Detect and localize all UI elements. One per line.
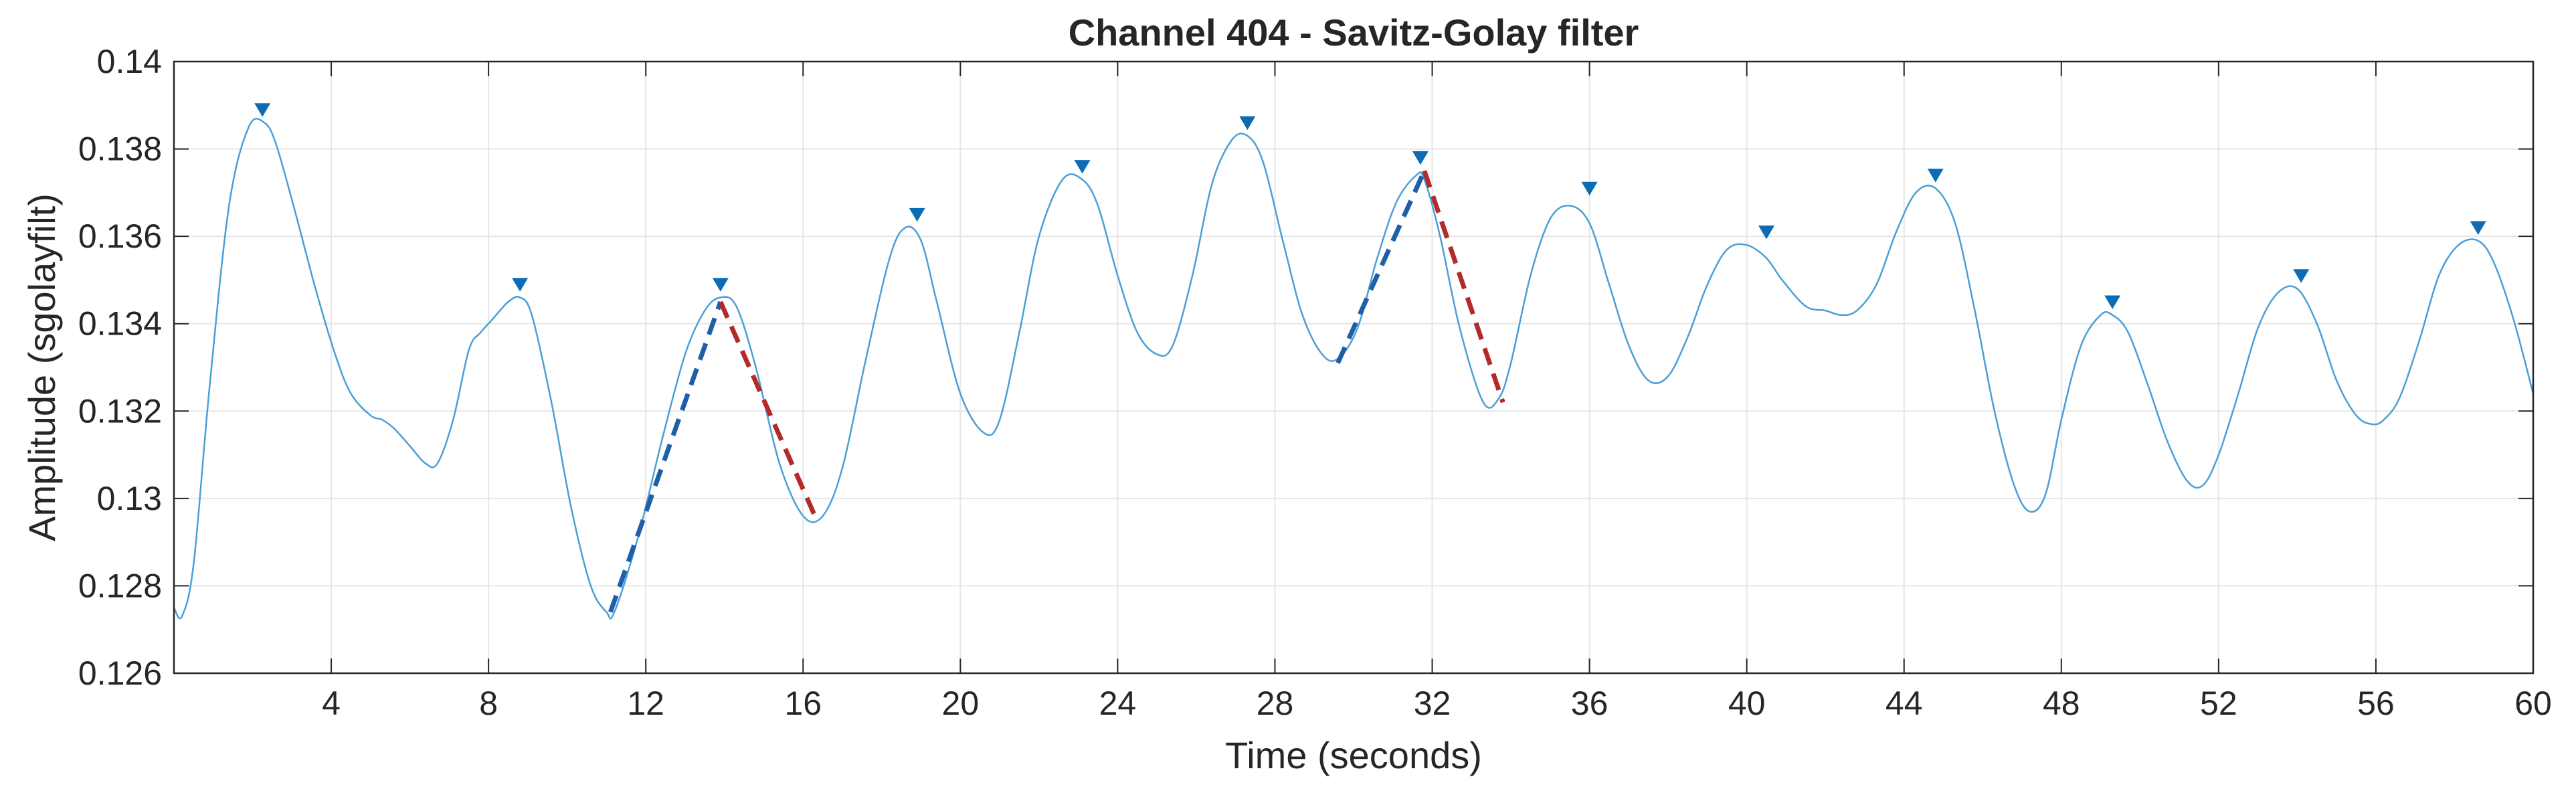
plot-area: 4 8 12 16 20 24 28 32 36 40 44 48 52 56 60 0.1260.1280… (78, 43, 2552, 722)
y-axis-label: Amplitude (sgolayfilt) (21, 193, 63, 541)
rise-slope-segment (1336, 169, 1427, 364)
peak-marker (909, 207, 925, 222)
peak-marker (512, 278, 529, 292)
y-tick-label: 0.138 (78, 130, 162, 168)
chart-title: Channel 404 - Savitz-Golay filter (1069, 11, 1639, 54)
x-tick-label: 8 (479, 685, 498, 722)
x-tick-label: 40 (1728, 685, 1766, 722)
x-tick-label: 44 (1885, 685, 1923, 722)
x-tick-label: 48 (2043, 685, 2080, 722)
x-tick-label: 16 (784, 685, 822, 722)
y-tick-label: 0.14 (97, 43, 162, 80)
x-tick-label: 4 (322, 685, 341, 722)
x-tick-label: 60 (2514, 685, 2552, 722)
peak-marker (2104, 295, 2121, 309)
signal-line (173, 118, 2535, 620)
peak-marker (2293, 269, 2310, 283)
peak-marker (2470, 221, 2486, 235)
x-tick-label: 56 (2357, 685, 2395, 722)
y-tick-label: 0.134 (78, 305, 162, 343)
y-tick-label: 0.126 (78, 654, 162, 692)
peak-marker (1927, 169, 1944, 183)
axes-background (174, 62, 2533, 673)
peak-marker (254, 103, 271, 117)
peak-marker (1758, 226, 1775, 240)
peak-marker (1239, 116, 1256, 130)
y-tick-label: 0.136 (78, 217, 162, 255)
signal-series (173, 118, 2535, 620)
axes-box (173, 60, 2535, 675)
x-tick-label: 36 (1571, 685, 1608, 722)
x-tick-label: 52 (2200, 685, 2237, 722)
y-tick-label: 0.132 (78, 392, 162, 430)
fall-slope-segment (1422, 170, 1505, 404)
x-tick-labels: 4 8 12 16 20 24 28 32 36 40 44 48 52 56 60 (322, 685, 2552, 722)
peak-marker (1581, 181, 1598, 196)
x-axis-label: Time (seconds) (1225, 734, 1482, 776)
x-tick-label: 24 (1099, 685, 1137, 722)
y-tick-labels: 0.126 0.128 0.13 0.132 0.134 0.136 0.138 0.14 (78, 43, 162, 692)
peak-marker (712, 278, 729, 292)
peak-marker (1412, 151, 1429, 165)
peak-marker (1074, 160, 1091, 174)
slope-segments (608, 169, 1505, 613)
peak-markers (254, 103, 2486, 309)
x-tick-label: 12 (627, 685, 664, 722)
y-tick-label: 0.128 (78, 567, 162, 604)
rise-slope-segment (608, 300, 723, 613)
fall-slope-segment (718, 300, 818, 517)
y-tick-label: 0.13 (97, 480, 162, 517)
x-tick-label: 32 (1414, 685, 1451, 722)
tick-marks (174, 61, 2534, 674)
x-tick-label: 28 (1257, 685, 1294, 722)
x-tick-label: 20 (942, 685, 980, 722)
